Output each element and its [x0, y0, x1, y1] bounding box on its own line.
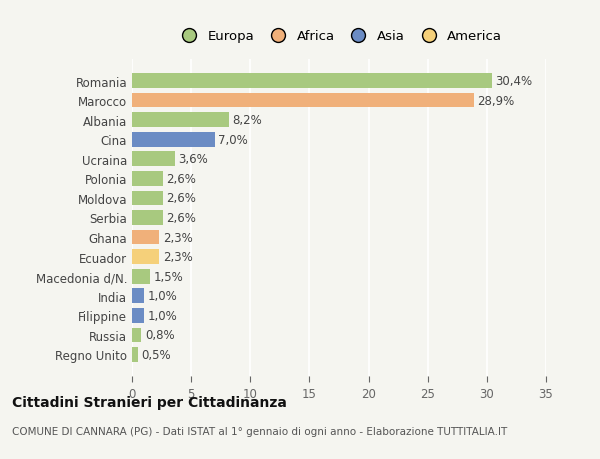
- Bar: [132, 152, 175, 167]
- Text: 7,0%: 7,0%: [218, 134, 248, 146]
- Text: 0,5%: 0,5%: [142, 348, 171, 361]
- Bar: [132, 269, 150, 284]
- Text: 1,0%: 1,0%: [148, 290, 177, 302]
- Bar: [132, 191, 163, 206]
- Text: 1,5%: 1,5%: [153, 270, 183, 283]
- Text: 2,6%: 2,6%: [166, 192, 196, 205]
- Text: Cittadini Stranieri per Cittadinanza: Cittadini Stranieri per Cittadinanza: [12, 395, 287, 409]
- Bar: [132, 172, 163, 186]
- Text: 28,9%: 28,9%: [478, 95, 515, 107]
- Bar: [132, 94, 474, 108]
- Text: 2,6%: 2,6%: [166, 173, 196, 185]
- Bar: [132, 347, 138, 362]
- Bar: [132, 211, 163, 225]
- Bar: [132, 250, 159, 264]
- Bar: [132, 113, 229, 128]
- Text: 0,8%: 0,8%: [145, 329, 175, 341]
- Bar: [132, 289, 144, 303]
- Bar: [132, 133, 215, 147]
- Text: 3,6%: 3,6%: [178, 153, 208, 166]
- Bar: [132, 328, 142, 342]
- Text: 2,3%: 2,3%: [163, 231, 193, 244]
- Text: COMUNE DI CANNARA (PG) - Dati ISTAT al 1° gennaio di ogni anno - Elaborazione TU: COMUNE DI CANNARA (PG) - Dati ISTAT al 1…: [12, 426, 507, 436]
- Text: 30,4%: 30,4%: [495, 75, 532, 88]
- Bar: [132, 230, 159, 245]
- Text: 2,3%: 2,3%: [163, 251, 193, 263]
- Legend: Europa, Africa, Asia, America: Europa, Africa, Asia, America: [170, 25, 508, 49]
- Text: 2,6%: 2,6%: [166, 212, 196, 224]
- Text: 8,2%: 8,2%: [233, 114, 262, 127]
- Text: 1,0%: 1,0%: [148, 309, 177, 322]
- Bar: [132, 74, 491, 89]
- Bar: [132, 308, 144, 323]
